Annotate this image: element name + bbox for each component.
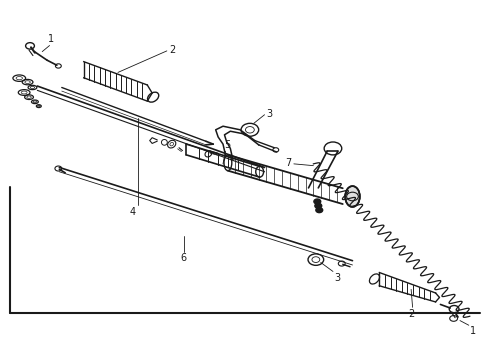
Text: 3: 3 [334,273,341,283]
Circle shape [316,208,323,213]
Text: 3: 3 [266,109,272,119]
Ellipse shape [345,186,360,207]
Text: 2: 2 [169,45,175,55]
Text: 5: 5 [224,140,231,149]
Text: 6: 6 [180,253,186,263]
Text: 7: 7 [285,158,292,168]
Text: 1: 1 [470,326,476,336]
Text: 1: 1 [48,35,54,44]
Text: 2: 2 [408,309,414,319]
Circle shape [314,199,321,204]
Text: 4: 4 [129,207,136,217]
Circle shape [315,203,322,208]
